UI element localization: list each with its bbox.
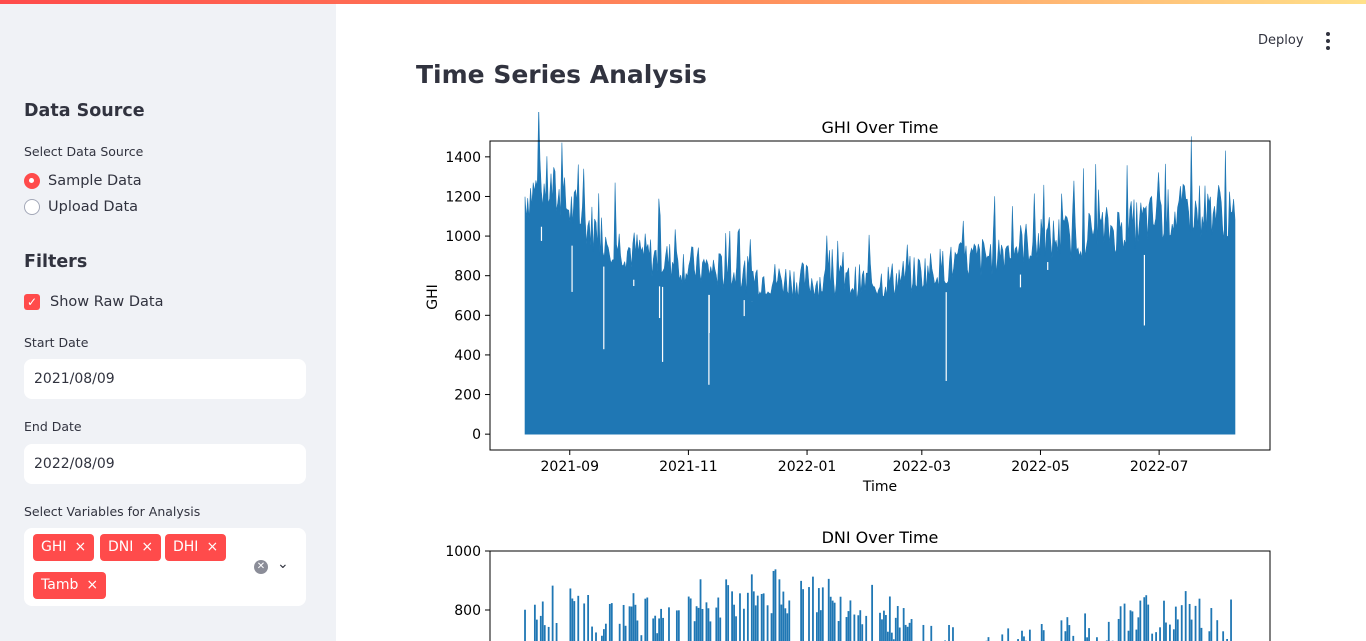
ghi-series-area [524,112,1236,435]
clear-all-icon[interactable]: ✕ [254,560,268,574]
variable-tag-dni[interactable]: DNI × [100,534,162,561]
variable-tag-dhi[interactable]: DHI × [165,534,227,561]
y-axis-ticks: 800 1000 [445,544,490,619]
y-axis-ticks: 0 200 400 600 800 1000 1200 1400 [445,150,490,443]
x-tick-label: 2021-11 [659,459,718,475]
y-tick-label: 200 [454,388,481,404]
plot-area [524,112,1236,435]
remove-tag-icon[interactable]: × [74,539,87,555]
radio-sample-data[interactable]: Sample Data [24,173,142,189]
plot-frame [489,550,1271,641]
y-tick-label: 400 [454,348,481,364]
y-tick-label: 1000 [445,544,481,560]
top-decoration-bar [0,0,1366,4]
x-tick-label: 2022-01 [778,459,837,475]
radio-label-upload: Upload Data [48,199,139,215]
remove-tag-icon[interactable]: × [206,539,219,555]
remove-tag-icon[interactable]: × [141,539,154,555]
start-date-input[interactable] [24,359,306,399]
tag-label: DHI [173,539,199,555]
y-tick-label: 800 [454,269,481,285]
end-date-label: End Date [24,419,82,434]
variable-tag-ghi[interactable]: GHI × [33,534,95,561]
x-axis-ticks: 2021-09 2021-11 2022-01 2022-03 2022-05 2022-… [541,450,1189,475]
y-tick-label: 800 [454,603,481,619]
variables-multiselect[interactable]: GHI × DNI × DHI × Tamb × ✕ ⌄ [24,528,306,606]
x-tick-label: 2022-03 [893,459,952,475]
tag-label: GHI [41,539,67,555]
page-title: Time Series Analysis [416,60,707,89]
radio-upload-data[interactable]: Upload Data [24,199,138,215]
start-date-label: Start Date [24,335,89,350]
tag-label: Tamb [41,577,79,593]
y-tick-label: 1200 [445,189,481,205]
y-tick-label: 1000 [445,229,481,245]
radio-unselected-icon[interactable] [24,199,40,215]
y-tick-label: 1400 [445,150,481,166]
x-tick-label: 2022-07 [1130,459,1189,475]
sidebar: Data Source Select Data Source Sample Da… [0,0,336,641]
dni-over-time-chart: DNI Over Time 800 1000 [445,528,1271,641]
show-raw-data-label: Show Raw Data [50,294,164,310]
radio-selected-icon[interactable] [24,173,40,189]
data-source-heading: Data Source [24,101,145,121]
tag-label: DNI [108,539,134,555]
main-menu-icon[interactable] [1318,28,1338,54]
end-date-input[interactable] [24,444,306,484]
x-tick-label: 2021-09 [541,459,600,475]
variable-tag-tamb[interactable]: Tamb × [33,572,107,599]
chart-title: GHI Over Time [822,118,939,137]
show-raw-data-checkbox[interactable]: ✓ Show Raw Data [24,294,163,310]
checkmark-icon[interactable]: ✓ [24,294,40,310]
radio-label-sample: Sample Data [48,173,142,189]
chart-title: DNI Over Time [822,528,939,547]
ghi-over-time-chart: GHI Over Time 0200400600800100012001400 … [425,112,1271,495]
x-axis-label: Time [862,479,897,495]
filters-heading: Filters [24,252,88,272]
plot-frame [489,140,1271,451]
y-tick-label: 600 [454,308,481,324]
remove-tag-icon[interactable]: × [86,577,99,593]
variables-label: Select Variables for Analysis [24,504,201,519]
y-tick-label: 0 [472,427,481,443]
y-axis-label: GHI [425,284,441,310]
chevron-down-icon[interactable]: ⌄ [277,556,289,572]
plot-area [524,569,1232,641]
select-source-label: Select Data Source [24,144,144,159]
deploy-button[interactable]: Deploy [1258,33,1304,48]
x-tick-label: 2022-05 [1011,459,1070,475]
